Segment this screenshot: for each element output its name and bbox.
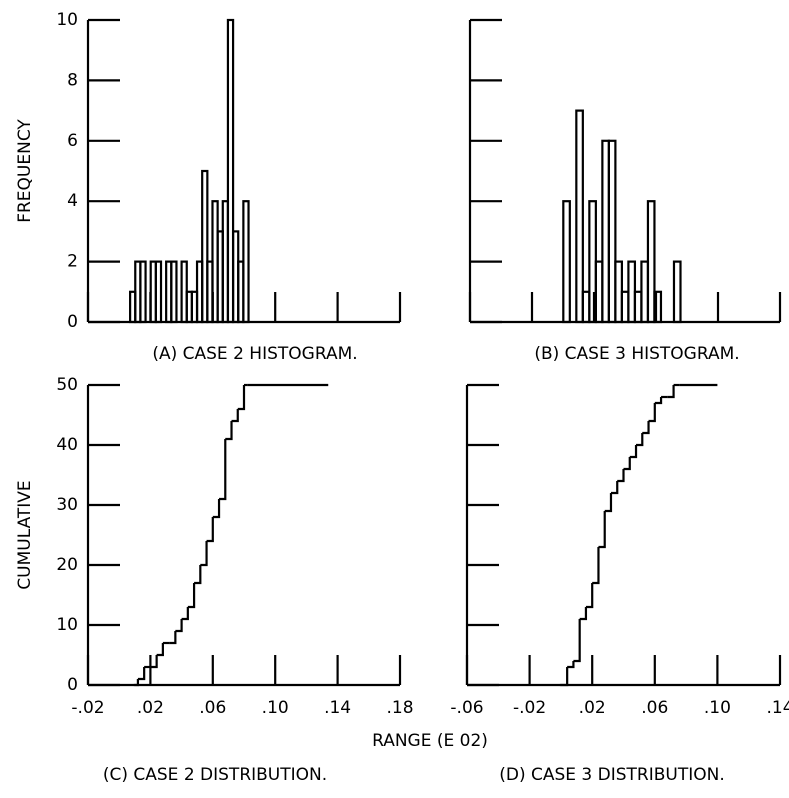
cumulative-step [181, 607, 189, 621]
histogram-bar [562, 200, 571, 324]
x-tick-label: .18 [386, 698, 413, 718]
cumulative-step [654, 397, 663, 405]
histogram-bar [646, 200, 656, 324]
x-tick-label: .06 [199, 698, 226, 718]
cumulative-step [667, 385, 675, 399]
cumulative-step [567, 661, 575, 669]
cumulative-step [237, 385, 246, 411]
x-tick-label: .02 [137, 698, 164, 718]
y-tick-label: 10 [56, 10, 78, 30]
y-tick-label: 8 [67, 70, 78, 90]
cumulative-step [573, 619, 581, 663]
x-tick-label: -.02 [71, 698, 104, 718]
cumulative-step [585, 583, 594, 609]
cumulative-step [156, 643, 164, 657]
x-tick-label: -.06 [450, 698, 483, 718]
cumulative-step [579, 607, 588, 621]
histogram-bar [201, 169, 209, 324]
y-axis-label: FREQUENCY [15, 119, 35, 223]
cumulative-step [137, 667, 146, 681]
cumulative-step [623, 457, 631, 471]
x-tick-label: .10 [262, 698, 289, 718]
cumulative-step [175, 619, 183, 633]
x-tick-label: -.02 [513, 698, 546, 718]
y-tick-label: 10 [56, 615, 78, 635]
cumulative-step [150, 655, 158, 669]
cumulative-step [610, 481, 619, 495]
cumulative-step [169, 631, 177, 645]
cumulative-step [598, 511, 606, 549]
caption: (D) CASE 3 DISTRIBUTION. [499, 765, 725, 785]
cumulative-step [212, 499, 221, 519]
y-tick-label: 30 [56, 495, 78, 515]
cumulative-step [617, 469, 625, 483]
y-tick-label: 6 [67, 131, 78, 151]
y-axis-label: CUMULATIVE [15, 480, 35, 589]
histogram-bar [672, 260, 682, 324]
histogram-bar [607, 139, 617, 324]
histogram-bar [242, 200, 250, 324]
cumulative-step [636, 433, 644, 447]
histogram-bar [139, 260, 147, 324]
y-tick-label: 20 [56, 555, 78, 575]
x-tick-label: .14 [324, 698, 351, 718]
cumulative-step [200, 541, 208, 567]
x-axis-label: RANGE (E 02) [372, 731, 488, 751]
y-tick-label: 2 [67, 252, 78, 272]
y-tick-label: 0 [67, 675, 78, 695]
caption: (B) CASE 3 HISTOGRAM. [534, 344, 739, 364]
cumulative-step [231, 409, 239, 423]
y-tick-label: 0 [67, 312, 78, 332]
x-tick-label: .02 [579, 698, 606, 718]
histogram-bar [170, 260, 178, 324]
y-tick-label: 50 [56, 375, 78, 395]
caption: (A) CASE 2 HISTOGRAM. [152, 344, 357, 364]
cumulative-step [629, 445, 638, 459]
cumulative-step [560, 667, 569, 687]
cumulative-step [206, 517, 214, 543]
histogram-bar [226, 18, 235, 324]
x-tick-label: .06 [641, 698, 668, 718]
cumulative-step [604, 493, 613, 513]
histogram-bar [154, 260, 163, 324]
x-tick-label: .10 [704, 698, 731, 718]
cumulative-step [219, 439, 227, 501]
x-tick-label: .14 [766, 698, 789, 718]
cumulative-step [187, 583, 196, 609]
cumulative-step [225, 421, 233, 441]
cumulative-step [648, 403, 656, 423]
histogram-bar [653, 290, 663, 324]
histogram-bar [575, 109, 584, 324]
cumulative-step [642, 421, 650, 435]
y-tick-label: 4 [67, 191, 78, 211]
y-tick-label: 40 [56, 435, 78, 455]
caption: (C) CASE 2 DISTRIBUTION. [103, 765, 327, 785]
cumulative-step [592, 547, 600, 585]
cumulative-step [134, 679, 140, 687]
cumulative-step [194, 565, 202, 585]
